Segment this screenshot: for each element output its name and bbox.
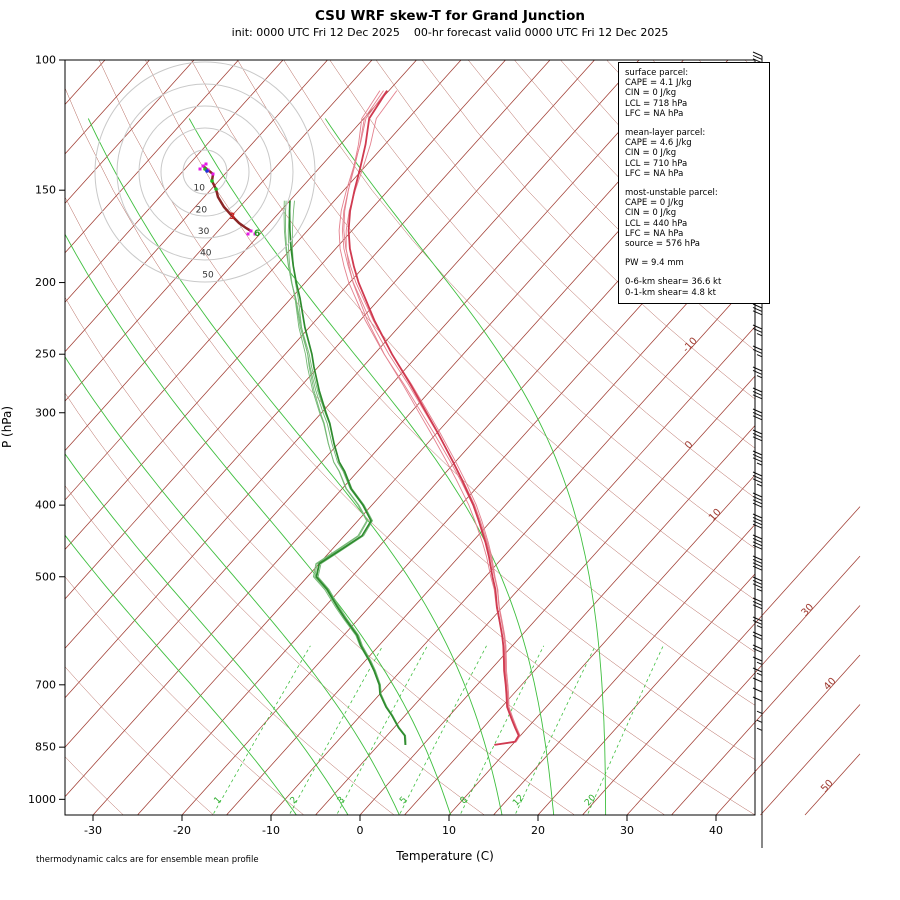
info-line: CAPE = 4.1 J/kg (625, 78, 692, 89)
footnote: thermodynamic calcs are for ensemble mea… (36, 855, 259, 865)
info-line: LFC = NA hPa (625, 108, 684, 119)
pressure-tick-label: 300 (35, 406, 56, 419)
parcel-info-box: surface parcel: CAPE = 4.1 J/kg CIN = 0 J/… (618, 62, 770, 304)
x-axis-title: Temperature (C) (396, 849, 494, 863)
pressure-tick-label: 500 (35, 570, 56, 583)
hodograph: 10 20 30 40 50 3 6 (94, 61, 316, 283)
info-line: CIN = 0 J/kg (625, 88, 677, 99)
pressure-tick-label: 400 (35, 499, 56, 512)
mixing-ratio-label: 1 (212, 795, 223, 806)
pressure-tick-label: 700 (35, 678, 56, 691)
hodograph-height-label: 6 (254, 229, 260, 239)
pressure-tick-label: 850 (35, 741, 56, 754)
pressure-tick-label: 250 (35, 348, 56, 361)
info-line: 0-1-km shear= 4.8 kt (625, 287, 716, 298)
temperature-profile (338, 90, 521, 746)
info-line: PW = 9.4 mm (625, 258, 684, 269)
hodograph-ring-label: 50 (202, 270, 214, 280)
temperature-tick-label: 30 (620, 824, 634, 837)
info-line: CAPE = 0 J/kg (625, 198, 684, 209)
pressure-tick-label: 100 (35, 54, 56, 67)
info-line: LCL = 718 hPa (625, 98, 688, 109)
hodograph-ring-label: 30 (198, 227, 210, 237)
temperature-tick-label: -20 (173, 824, 191, 837)
hodograph-trace (202, 165, 252, 233)
chart-title: CSU WRF skew-T for Grand Junction (314, 8, 586, 24)
temperature-tick-label: 10 (442, 824, 456, 837)
dewpoint-profile (283, 200, 407, 745)
pressure-tick-label: 1000 (28, 793, 56, 806)
info-line: CIN = 0 J/kg (625, 208, 677, 219)
dry-adiabats (65, 60, 755, 815)
temperature-tick-label: 40 (709, 824, 723, 837)
temperature-tick-label: -30 (84, 824, 102, 837)
temperature-tick-label: 20 (531, 824, 545, 837)
mixing-ratio-label: 8 (459, 795, 470, 806)
isotherm-label: 40 (822, 676, 839, 693)
temperature-tick-label: 0 (357, 824, 364, 837)
isotherm-label: 10 (707, 507, 724, 524)
info-line: LCL = 440 hPa (625, 218, 688, 229)
isotherm-extensions (754, 506, 861, 816)
pressure-tick-label: 150 (35, 184, 56, 197)
info-line: LFC = NA hPa (625, 168, 684, 179)
hodograph-ring-label: 20 (196, 205, 208, 215)
mixing-ratio-lines (213, 645, 664, 814)
info-line: CAPE = 4.6 J/kg (625, 138, 692, 149)
mixing-ratio-label: 2 (289, 795, 300, 806)
isotherm-label: 50 (819, 778, 836, 795)
info-line: source = 576 hPa (625, 239, 701, 250)
hodograph-ring-label: 10 (193, 184, 205, 194)
info-section-title: most-unstable parcel: (625, 188, 718, 199)
info-line: LFC = NA hPa (625, 228, 684, 239)
mixing-ratio-label: 3 (336, 795, 347, 806)
isotherm-label: 30 (800, 602, 817, 619)
info-section-title: mean-layer parcel: (625, 128, 706, 139)
chart-subtitle: init: 0000 UTC Fri 12 Dec 2025 00-hr for… (231, 26, 669, 39)
isotherm-label: 0 (683, 439, 695, 451)
info-line: LCL = 710 hPa (625, 158, 688, 169)
pressure-tick-label: 200 (35, 276, 56, 289)
mixing-ratio-label: 5 (398, 795, 409, 806)
info-section-title: surface parcel: (625, 68, 689, 78)
hodograph-ring-label: 40 (200, 249, 212, 259)
info-line: 0-6-km shear= 36.6 kt (625, 277, 722, 288)
hodograph-height-label: 3 (229, 212, 235, 222)
temperature-tick-label: -10 (262, 824, 280, 837)
y-axis-title: P (hPa) (0, 405, 15, 449)
info-line: CIN = 0 J/kg (625, 148, 677, 159)
